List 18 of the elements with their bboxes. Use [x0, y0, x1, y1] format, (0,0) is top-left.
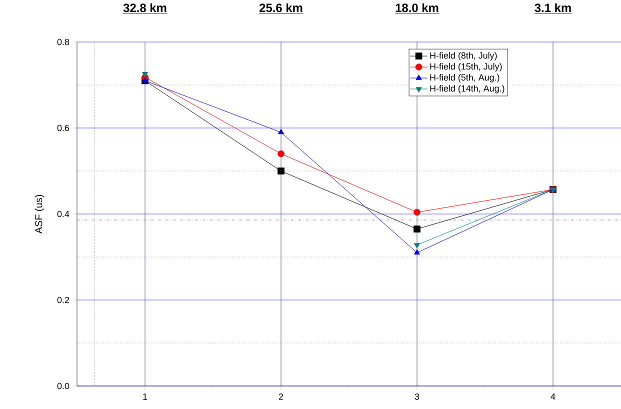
legend-label: H-field (14th, Aug.)	[430, 85, 504, 94]
y-tick-label: 0.2	[57, 296, 70, 304]
x-tick-label: 3	[414, 394, 420, 400]
legend-label: H-field (5th, Aug.)	[430, 74, 500, 82]
y-tick-label: 0.8	[57, 38, 70, 46]
y-axis-title: ASF (us)	[34, 194, 44, 234]
x-tick-label: 1	[143, 394, 148, 400]
text: 3.1 km	[534, 3, 571, 12]
legend-label: H-field (8th, July)	[430, 52, 497, 60]
y-tick-label: 0.6	[57, 124, 70, 132]
y-tick-label: 0.4	[57, 210, 70, 218]
x-tick-label: 2	[278, 394, 284, 400]
text: 32.8 km	[123, 3, 166, 12]
text: 18.0 km	[396, 3, 438, 12]
y-tick-label: 0.0	[57, 382, 70, 390]
text: 25.6 km	[259, 3, 302, 12]
x-tick-label: 4	[550, 394, 556, 400]
legend-label: H-field (15th, July)	[430, 63, 502, 72]
